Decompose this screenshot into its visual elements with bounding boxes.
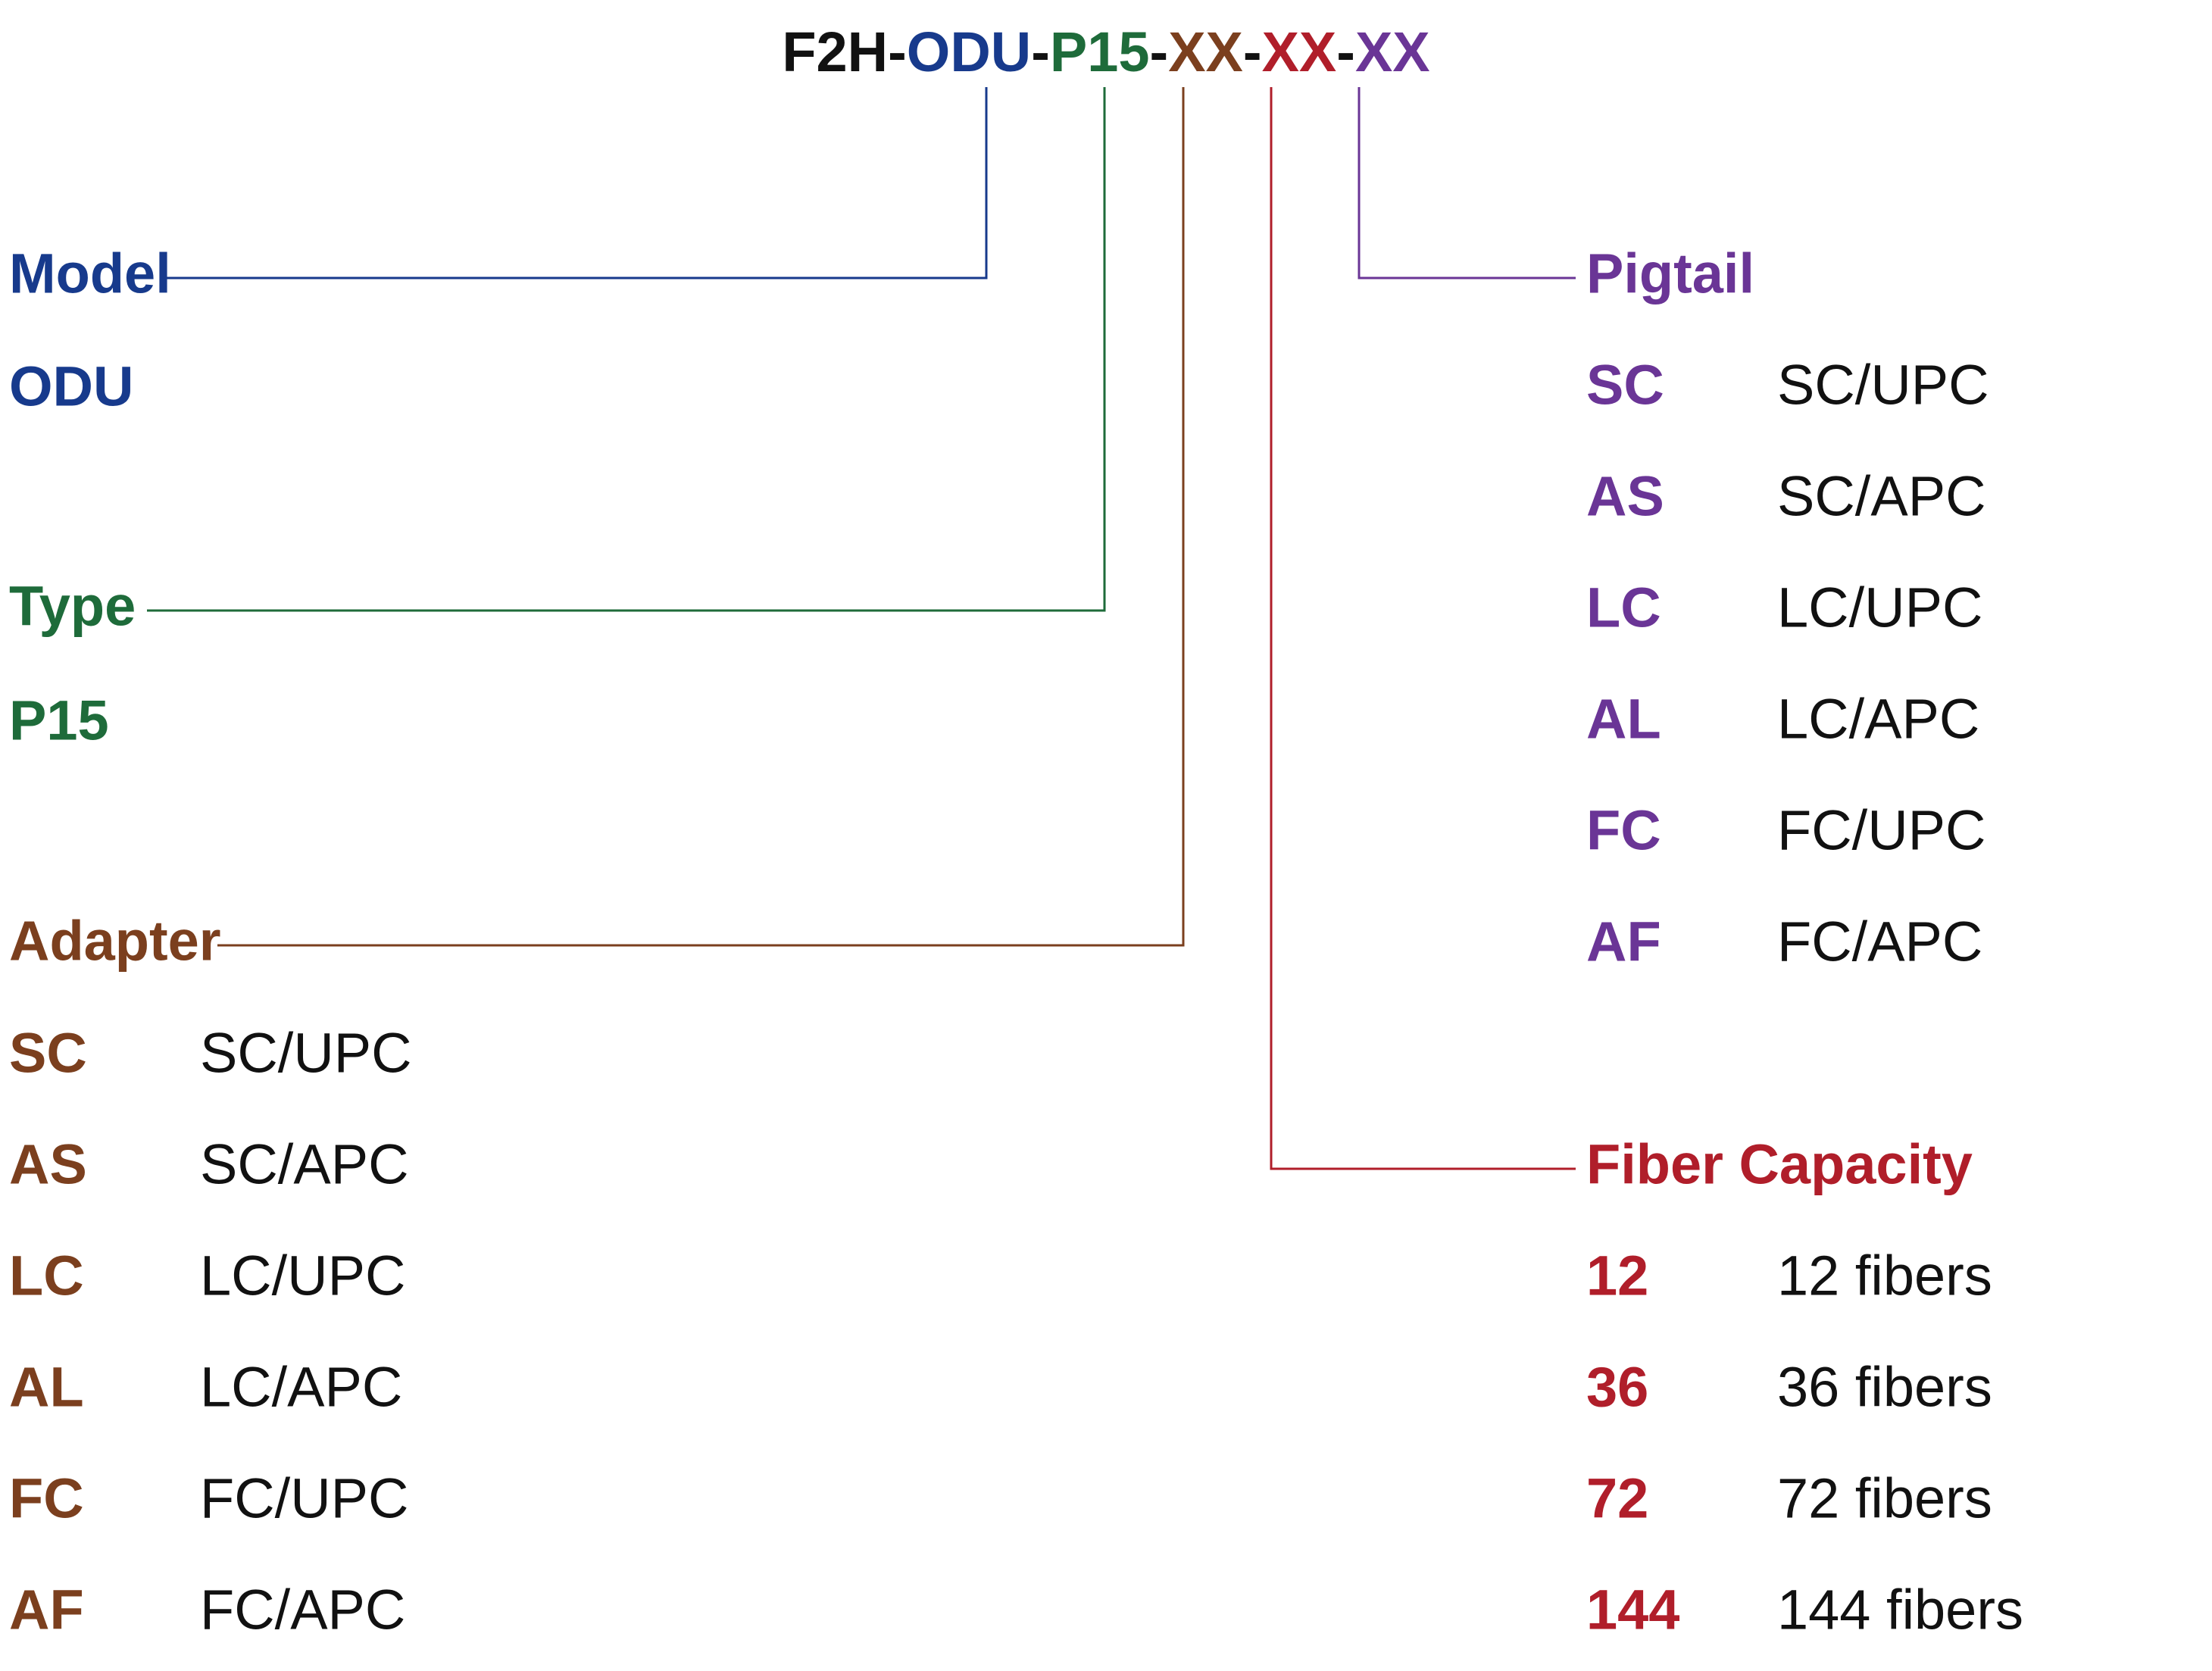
option-code: AL (1586, 688, 1661, 751)
adapter-connector (217, 87, 1185, 947)
code-part: ODU (907, 20, 1031, 83)
code-part: XX (1262, 20, 1337, 83)
option-code: FC (1586, 799, 1661, 862)
model-connector (165, 87, 988, 280)
option-code: FC (9, 1467, 84, 1530)
code-part: F2H- (782, 20, 906, 83)
section-title: Pigtail (1586, 242, 1754, 305)
option-description: FC/APC (200, 1579, 405, 1641)
option-code: SC (1586, 354, 1664, 417)
option-code: LC (1586, 576, 1661, 639)
option-description: SC/UPC (1777, 354, 1989, 417)
type-connector (147, 87, 1106, 612)
code-part: - (1243, 20, 1262, 83)
code-part: - (1150, 20, 1169, 83)
code-part: - (1031, 20, 1050, 83)
option-description: LC/UPC (200, 1245, 405, 1307)
option-code: AL (9, 1356, 84, 1419)
section-title: Model (9, 242, 171, 305)
option-description: LC/UPC (1777, 576, 1982, 639)
option-code: AS (9, 1133, 87, 1196)
option-description: SC/UPC (200, 1022, 412, 1085)
section-title: Adapter (9, 910, 221, 973)
option-code: 12 (1586, 1245, 1648, 1307)
option-code: SC (9, 1022, 87, 1085)
option-code: LC (9, 1245, 84, 1307)
code-part: XX (1168, 20, 1243, 83)
option-description: FC/UPC (1777, 799, 1985, 862)
option-description: FC/UPC (200, 1467, 408, 1530)
option-code: 36 (1586, 1356, 1648, 1419)
code-part: - (1336, 20, 1355, 83)
option-description: 36 fibers (1777, 1356, 1992, 1419)
option-code: 144 (1586, 1579, 1679, 1641)
option-code: AF (1586, 910, 1661, 973)
section-title: Fiber Capacity (1586, 1133, 1973, 1196)
option-description: 144 fibers (1777, 1579, 2023, 1641)
option-code: ODU (9, 355, 133, 418)
option-code: AF (9, 1579, 84, 1641)
option-description: 12 fibers (1777, 1245, 1992, 1307)
option-description: LC/APC (200, 1356, 402, 1419)
option-description: 72 fibers (1777, 1467, 1992, 1530)
code-part: P15 (1050, 20, 1150, 83)
section-title: Type (9, 575, 136, 638)
option-description: SC/APC (1777, 465, 1986, 528)
option-code: P15 (9, 689, 109, 752)
option-code: 72 (1586, 1467, 1648, 1530)
option-description: SC/APC (200, 1133, 409, 1196)
code-part: XX (1355, 20, 1430, 83)
pigtail-connector (1358, 87, 1576, 280)
option-code: AS (1586, 465, 1664, 528)
option-description: LC/APC (1777, 688, 1979, 751)
fiber-capacity-connector (1270, 87, 1576, 1170)
part-code: F2H-ODU-P15-XX-XX-XX (782, 20, 1429, 83)
option-description: FC/APC (1777, 910, 1982, 973)
